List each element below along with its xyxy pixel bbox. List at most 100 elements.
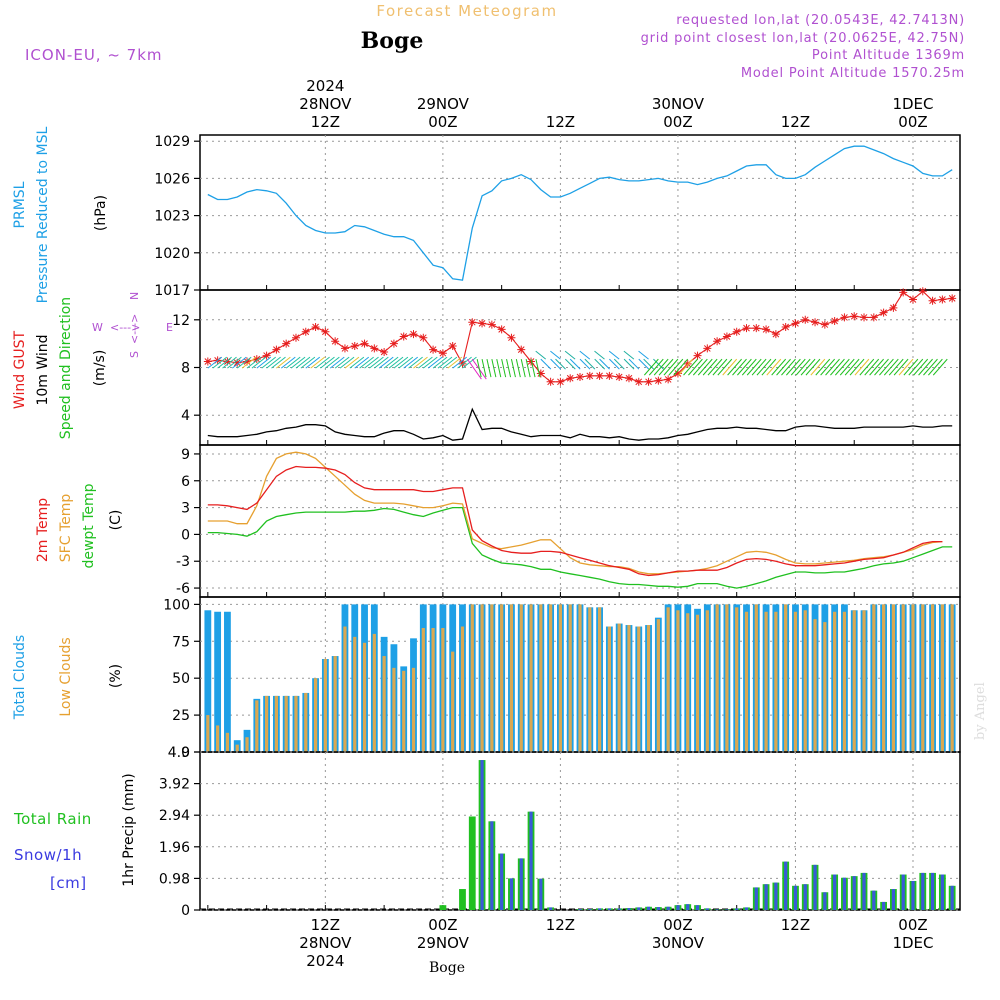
snow-bar — [842, 877, 847, 910]
wind-arrow — [383, 356, 399, 369]
clouds-tick-label: 25 — [172, 708, 190, 724]
wind-arrow — [236, 356, 252, 369]
wind-arrow — [613, 358, 625, 370]
low-cloud-bar — [568, 604, 572, 752]
pressure-line — [207, 145, 953, 281]
time-label: 12Z — [311, 916, 340, 934]
low-cloud-bar — [793, 611, 798, 752]
low-cloud-bar — [558, 604, 563, 752]
wind-arrow — [227, 356, 242, 369]
precip-tick-label: 1.96 — [159, 840, 190, 856]
wind-arrow — [320, 356, 335, 369]
low-cloud-bar — [882, 604, 886, 752]
wind-arrow — [364, 356, 379, 369]
wind-arrow — [663, 358, 679, 376]
wind-arrow — [251, 356, 267, 369]
wind-arrow — [879, 358, 894, 376]
snow-bar — [597, 908, 602, 910]
low-cloud-bar — [607, 626, 611, 752]
wind-arrow — [579, 350, 591, 360]
wind-arrow — [766, 358, 782, 376]
low-cloud-bar — [813, 619, 817, 752]
panel-label: Total Clouds — [12, 635, 28, 720]
wind-arrow — [344, 356, 360, 369]
wind-arrow — [525, 359, 531, 378]
wind-arrow — [329, 356, 345, 369]
snow-bar — [891, 889, 896, 910]
low-cloud-bar — [245, 737, 249, 752]
gust-marker — [928, 296, 937, 305]
wind-arrow — [232, 356, 247, 369]
low-cloud-bar — [313, 678, 318, 752]
wind-arrow — [354, 356, 370, 369]
low-cloud-bar — [372, 633, 376, 752]
wind-arrow — [261, 356, 277, 369]
low-cloud-bar — [304, 692, 308, 752]
low-cloud-bar — [235, 744, 239, 752]
snow-bar — [686, 904, 690, 910]
wind-arrow — [540, 358, 552, 370]
gust-marker — [517, 345, 526, 354]
low-cloud-bar — [754, 604, 758, 752]
time-label: 12Z — [311, 113, 340, 131]
wind-arrow — [923, 358, 938, 376]
wind-arrow — [535, 359, 541, 378]
gust-marker — [879, 308, 888, 317]
panel-label: Speed and Direction — [58, 297, 74, 439]
low-cloud-bar — [382, 656, 386, 752]
wind-arrow — [888, 358, 904, 376]
gust-marker — [331, 337, 340, 346]
wind-arrow — [550, 350, 561, 360]
wind-arrow — [643, 358, 655, 370]
low-cloud-bar — [911, 604, 915, 752]
panel-label: 10m Wind — [35, 334, 51, 405]
time-label: 28NOV — [299, 934, 352, 952]
gust-marker — [899, 288, 908, 297]
gust-marker — [321, 327, 330, 336]
wind-arrow — [638, 350, 649, 360]
wind-arrow — [217, 356, 232, 369]
wind-arrow — [658, 358, 674, 376]
wind-arrow — [638, 358, 650, 370]
gust-marker — [889, 303, 898, 312]
low-cloud-bar — [500, 604, 504, 752]
compass-west: W — [92, 321, 103, 334]
wind-arrow — [349, 356, 365, 369]
snow-bar — [744, 907, 749, 910]
precip-tick-label: 4.9 — [168, 745, 190, 761]
wind-arrow — [893, 358, 909, 376]
snow-bar — [549, 907, 553, 910]
wind-arrow — [874, 358, 889, 376]
wind-arrow — [795, 358, 811, 376]
wind-arrow — [688, 358, 703, 376]
low-cloud-bar — [274, 695, 278, 752]
low-cloud-bar — [343, 626, 347, 752]
gust-marker — [654, 376, 663, 385]
panel-label: Low Clouds — [58, 637, 74, 716]
low-cloud-bar — [852, 610, 856, 752]
wind-arrow — [608, 350, 620, 360]
wind-arrow — [369, 356, 384, 369]
wind-arrow — [256, 356, 272, 369]
low-cloud-bar — [686, 613, 690, 752]
precip-tick-label: 2.94 — [159, 808, 190, 824]
temperature-tick-label: 0 — [181, 527, 190, 543]
wind-arrow — [761, 358, 777, 376]
low-cloud-bar — [255, 700, 259, 752]
low-cloud-bar — [676, 610, 680, 752]
wind-arrow — [594, 350, 605, 360]
pressure-tick-label: 1020 — [154, 246, 190, 262]
wind-arrow — [222, 356, 237, 369]
precip-legend-item: Total Rain — [13, 810, 92, 828]
wind-arrow — [388, 356, 404, 369]
low-cloud-bar — [353, 636, 357, 752]
snow-bar — [813, 864, 817, 910]
wind-arrow — [683, 358, 698, 376]
wind-arrow — [418, 356, 433, 369]
snow-bar — [793, 885, 798, 910]
time-label: 29NOV — [417, 95, 470, 113]
point-altitude: Point Altitude 1369m — [812, 48, 965, 63]
snow-bar — [676, 905, 680, 910]
gust-marker — [742, 324, 751, 333]
low-cloud-bar — [411, 667, 416, 752]
